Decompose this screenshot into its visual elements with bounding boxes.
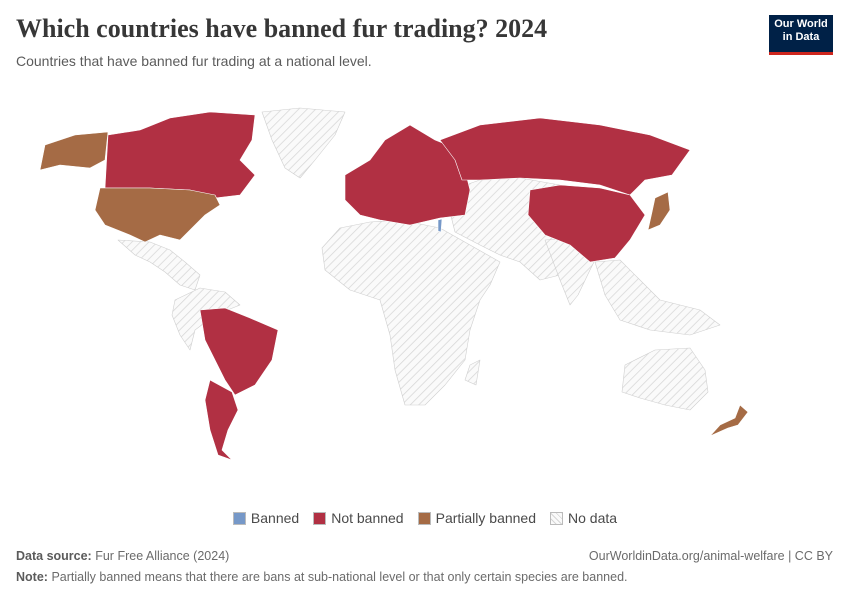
legend-swatch <box>313 511 327 525</box>
logo-line: in Data <box>782 31 820 43</box>
region <box>321 219 501 406</box>
legend-item[interactable]: Banned <box>232 510 300 526</box>
legend-item[interactable]: Not banned <box>313 510 404 526</box>
region <box>94 187 221 243</box>
region <box>39 131 109 171</box>
legend-swatch <box>550 511 564 525</box>
region <box>621 347 709 411</box>
source-label: Data source: <box>16 549 92 563</box>
region <box>117 239 201 291</box>
logo-line: Our World <box>774 18 828 30</box>
legend-item[interactable]: Partially banned <box>417 510 537 526</box>
legend-swatch <box>232 511 246 525</box>
title: Which countries have banned fur trading?… <box>16 14 548 43</box>
note-label: Note: <box>16 570 48 584</box>
region <box>709 404 749 437</box>
region <box>344 124 471 226</box>
region <box>199 307 279 396</box>
region <box>104 111 256 199</box>
note: Note: Partially banned means that there … <box>16 570 628 584</box>
legend-label: Banned <box>250 510 300 526</box>
subtitle: Countries that have banned fur trading a… <box>16 53 372 69</box>
world-map <box>39 107 749 461</box>
source-text: Fur Free Alliance (2024) <box>95 549 230 563</box>
legend-label: No data <box>568 510 618 526</box>
region <box>464 359 481 386</box>
note-text: Partially banned means that there are ba… <box>51 570 628 584</box>
legend-swatch <box>417 511 431 525</box>
region <box>204 379 239 461</box>
source: Data source: Fur Free Alliance (2024) <box>16 549 229 563</box>
legend-label: Not banned <box>331 510 404 526</box>
region <box>261 107 346 179</box>
region <box>527 184 646 263</box>
region <box>647 191 671 231</box>
region <box>439 117 691 196</box>
legend-item[interactable]: No data <box>550 510 617 526</box>
region <box>437 218 443 233</box>
legend: Banned Not banned Partially banned No data <box>0 510 850 526</box>
legend-label: Partially banned <box>435 510 537 526</box>
logo[interactable]: Our World in Data <box>769 15 833 55</box>
region <box>594 259 721 336</box>
url[interactable]: OurWorldinData.org/animal-welfare | CC B… <box>588 549 833 563</box>
